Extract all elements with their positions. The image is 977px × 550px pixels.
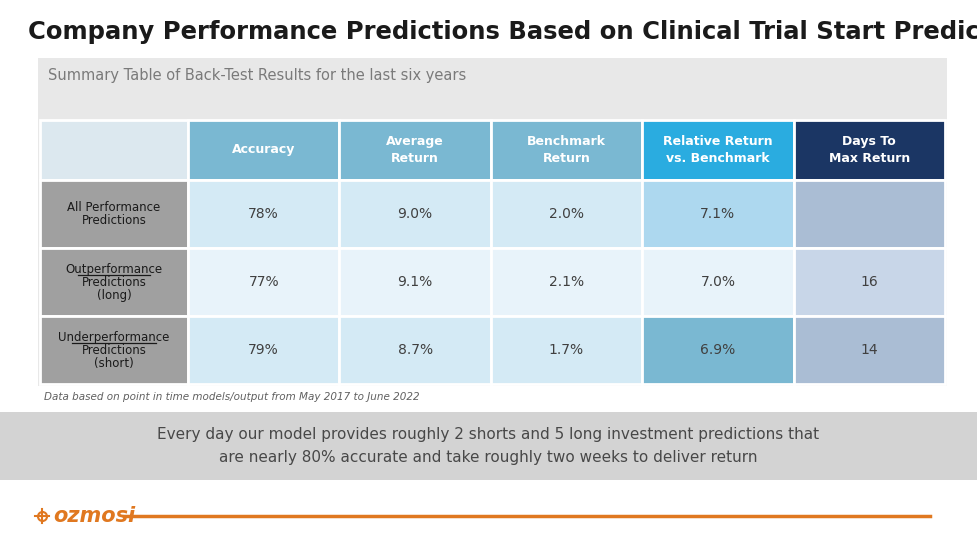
FancyBboxPatch shape <box>793 316 945 384</box>
FancyBboxPatch shape <box>339 248 490 316</box>
Text: Predictions: Predictions <box>81 214 147 227</box>
FancyBboxPatch shape <box>0 412 977 480</box>
FancyBboxPatch shape <box>490 316 642 384</box>
Text: Relative Return
vs. Benchmark: Relative Return vs. Benchmark <box>663 135 773 165</box>
FancyBboxPatch shape <box>793 248 945 316</box>
FancyBboxPatch shape <box>642 316 793 384</box>
FancyBboxPatch shape <box>339 120 490 180</box>
Text: Accuracy: Accuracy <box>232 144 295 157</box>
Text: 2.0%: 2.0% <box>549 207 584 221</box>
Text: 9.1%: 9.1% <box>398 275 433 289</box>
FancyBboxPatch shape <box>642 248 793 316</box>
Text: Predictions: Predictions <box>81 344 147 356</box>
FancyBboxPatch shape <box>188 120 339 180</box>
FancyBboxPatch shape <box>490 120 642 180</box>
Text: 77%: 77% <box>248 275 279 289</box>
FancyBboxPatch shape <box>0 480 977 550</box>
Text: Benchmark
Return: Benchmark Return <box>527 135 606 165</box>
FancyBboxPatch shape <box>188 180 339 248</box>
Text: All Performance: All Performance <box>67 201 160 214</box>
FancyBboxPatch shape <box>490 180 642 248</box>
Text: (long): (long) <box>97 289 131 301</box>
Text: 1.7%: 1.7% <box>549 343 584 357</box>
Text: 16: 16 <box>861 275 878 289</box>
FancyBboxPatch shape <box>38 58 947 386</box>
FancyBboxPatch shape <box>793 180 945 248</box>
Text: Summary Table of Back-Test Results for the last six years: Summary Table of Back-Test Results for t… <box>48 68 466 83</box>
Text: 8.7%: 8.7% <box>398 343 433 357</box>
Text: Data based on point in time models/output from May 2017 to June 2022: Data based on point in time models/outpu… <box>44 392 420 402</box>
Text: 7.1%: 7.1% <box>701 207 736 221</box>
Text: 14: 14 <box>861 343 878 357</box>
Text: 2.1%: 2.1% <box>549 275 584 289</box>
FancyBboxPatch shape <box>40 248 188 316</box>
FancyBboxPatch shape <box>188 316 339 384</box>
FancyBboxPatch shape <box>40 316 188 384</box>
Text: 78%: 78% <box>248 207 279 221</box>
FancyBboxPatch shape <box>793 120 945 180</box>
Text: 9.0%: 9.0% <box>398 207 433 221</box>
FancyBboxPatch shape <box>339 316 490 384</box>
FancyBboxPatch shape <box>642 180 793 248</box>
Text: 7.0%: 7.0% <box>701 275 736 289</box>
FancyBboxPatch shape <box>188 248 339 316</box>
Text: Underperformance: Underperformance <box>59 331 170 344</box>
FancyBboxPatch shape <box>40 120 188 180</box>
FancyBboxPatch shape <box>490 248 642 316</box>
Text: Predictions: Predictions <box>81 276 147 289</box>
FancyBboxPatch shape <box>339 180 490 248</box>
Text: Company Performance Predictions Based on Clinical Trial Start Predictions: Company Performance Predictions Based on… <box>28 20 977 44</box>
Text: (short): (short) <box>94 356 134 370</box>
Text: Average
Return: Average Return <box>386 135 444 165</box>
Text: ozmosi: ozmosi <box>53 506 135 526</box>
Text: Every day our model provides roughly 2 shorts and 5 long investment predictions : Every day our model provides roughly 2 s… <box>157 427 820 465</box>
Text: Outperformance: Outperformance <box>65 262 162 276</box>
Text: 79%: 79% <box>248 343 279 357</box>
Text: 6.9%: 6.9% <box>701 343 736 357</box>
FancyBboxPatch shape <box>642 120 793 180</box>
FancyBboxPatch shape <box>40 180 188 248</box>
Text: Days To
Max Return: Days To Max Return <box>828 135 910 165</box>
